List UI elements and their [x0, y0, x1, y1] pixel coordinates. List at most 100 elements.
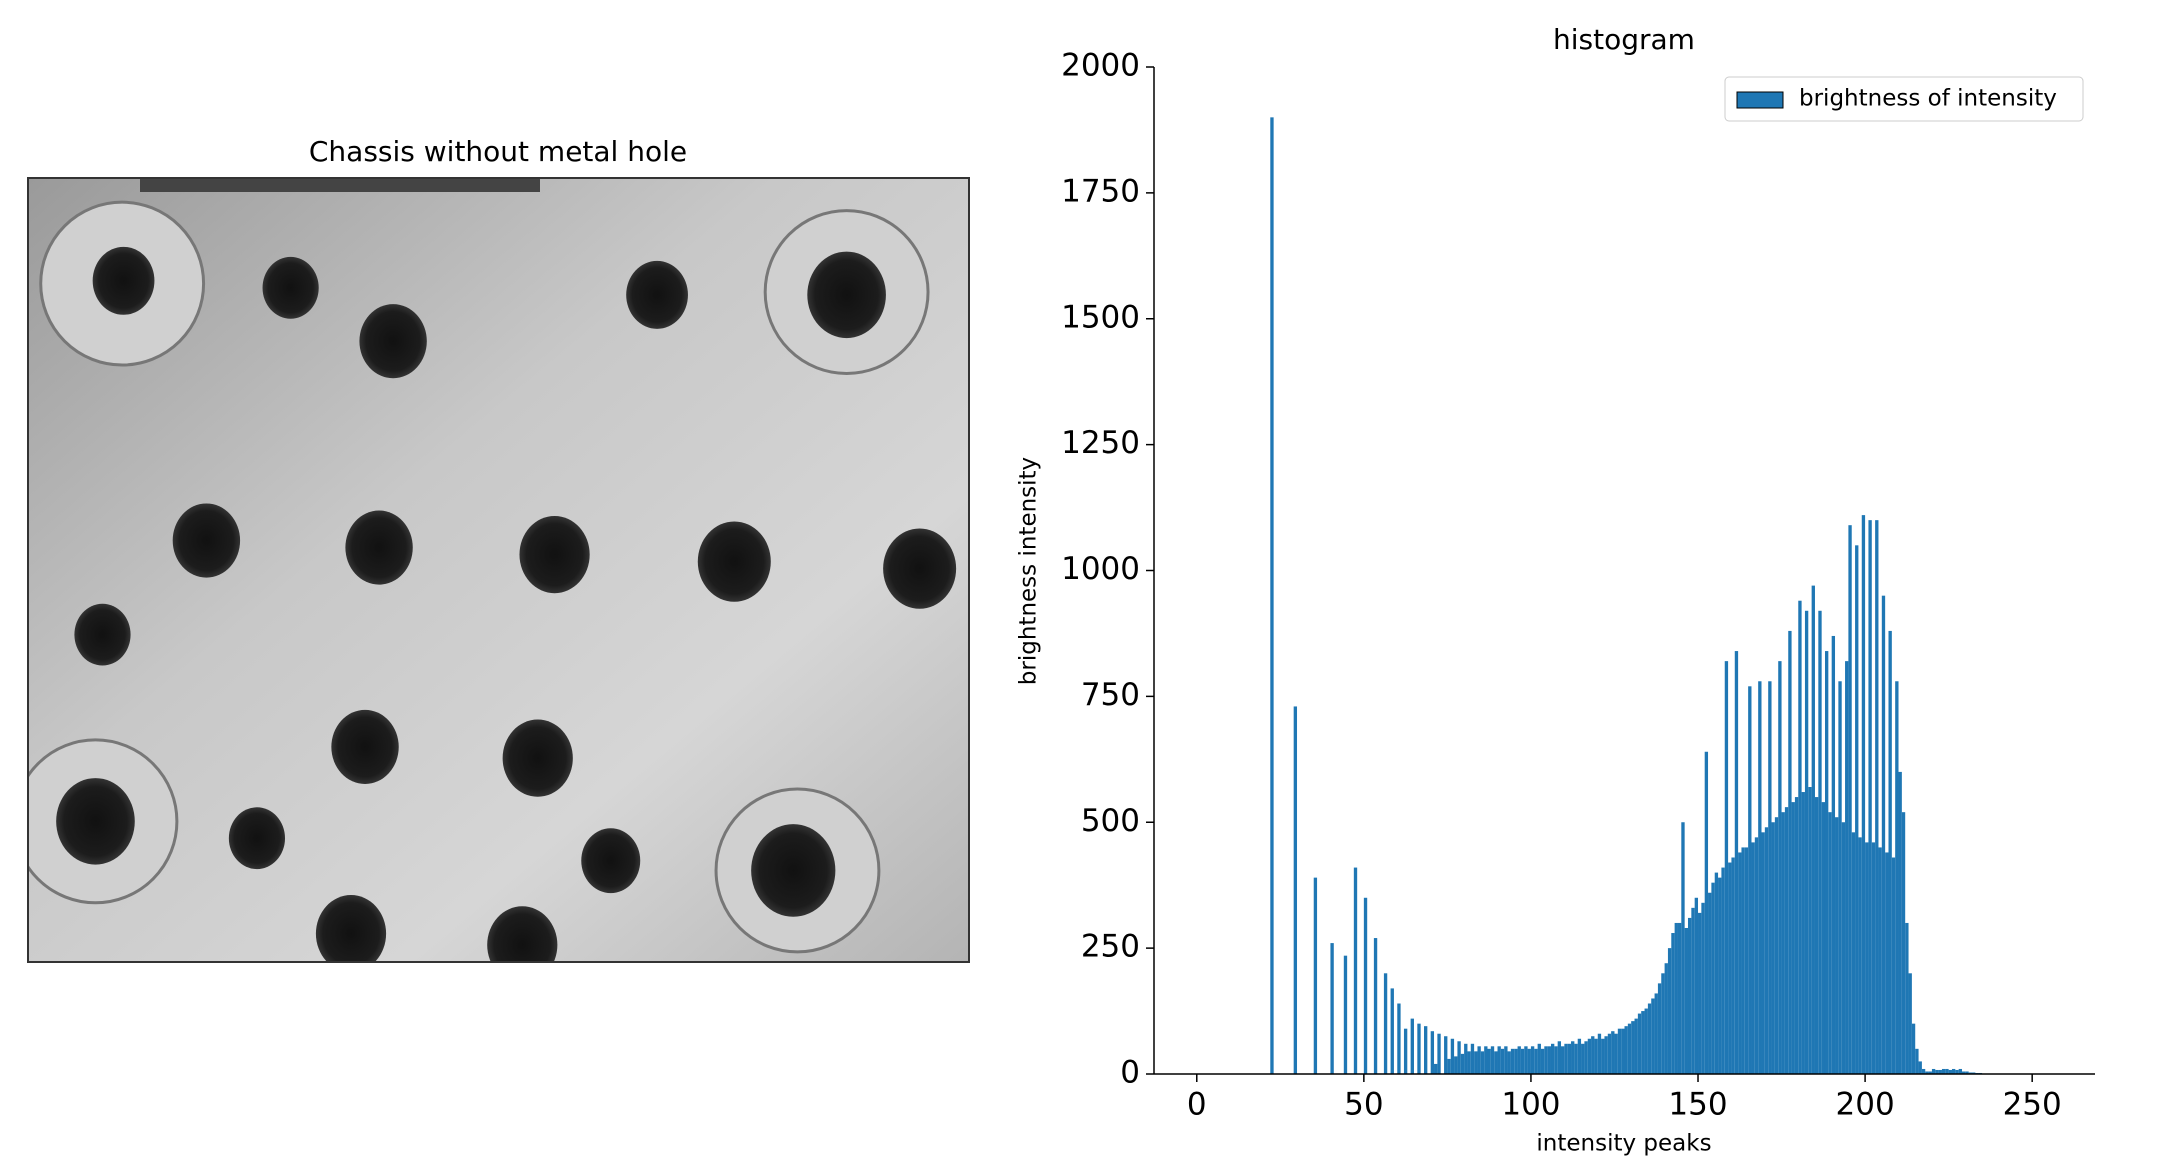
- x-tick-label: 250: [2003, 1087, 2062, 1123]
- bar: [1677, 922, 1682, 1074]
- bar: [1691, 907, 1695, 1074]
- bar: [1885, 852, 1889, 1074]
- bar: [1664, 963, 1668, 1074]
- hole: [92, 246, 155, 315]
- bar: [1581, 1043, 1585, 1074]
- bar: [1621, 1028, 1625, 1074]
- bar: [1627, 1023, 1632, 1074]
- hole: [487, 906, 558, 962]
- bar: [1938, 1069, 1942, 1074]
- hole: [519, 515, 590, 594]
- bar: [1731, 857, 1735, 1074]
- bar: [1881, 595, 1886, 1074]
- bar: [1467, 1051, 1471, 1074]
- bar: [1557, 1041, 1562, 1074]
- bar: [1898, 771, 1902, 1074]
- bar: [1571, 1041, 1575, 1074]
- y-tick-label: 500: [1081, 803, 1140, 839]
- photo: [28, 178, 969, 962]
- bar: [1464, 1043, 1468, 1074]
- bar: [1667, 948, 1672, 1074]
- bar: [1728, 862, 1732, 1074]
- bar: [1774, 817, 1779, 1074]
- bar: [1758, 681, 1762, 1074]
- bar: [1454, 1056, 1458, 1074]
- bar: [1547, 1046, 1551, 1074]
- bar: [1835, 817, 1839, 1074]
- y-tick-label: 1000: [1061, 551, 1140, 587]
- bar: [1480, 1051, 1485, 1074]
- hole: [228, 807, 286, 870]
- bar: [1484, 1046, 1488, 1074]
- bar: [1814, 797, 1819, 1074]
- chart-title: histogram: [1553, 23, 1695, 56]
- bar: [1811, 585, 1815, 1074]
- x-tick-label: 0: [1187, 1087, 1207, 1123]
- bar: [1584, 1041, 1588, 1074]
- bar: [1637, 1013, 1642, 1074]
- bar: [1808, 787, 1812, 1074]
- bar: [1928, 1071, 1932, 1074]
- bar: [1544, 1046, 1548, 1074]
- bar: [1567, 1043, 1572, 1074]
- bar: [1951, 1068, 1956, 1074]
- bar: [1968, 1072, 1973, 1074]
- bar: [1313, 877, 1318, 1074]
- bar: [1858, 837, 1862, 1074]
- bar: [1604, 1036, 1608, 1074]
- bar: [1470, 1043, 1475, 1074]
- bar: [1838, 681, 1842, 1074]
- bar: [1965, 1071, 1969, 1074]
- bar: [1845, 661, 1849, 1074]
- hole: [172, 503, 241, 578]
- bar: [1868, 520, 1872, 1074]
- bar: [1597, 1033, 1602, 1074]
- bar: [1901, 812, 1906, 1074]
- bar: [1477, 1046, 1481, 1074]
- bar: [1644, 1008, 1648, 1074]
- photo-frame: [27, 177, 970, 963]
- bar: [1794, 797, 1799, 1074]
- bar: [1925, 1071, 1929, 1074]
- bar: [1507, 1051, 1511, 1074]
- bar: [1417, 1023, 1421, 1074]
- bar: [1624, 1026, 1628, 1074]
- bar: [1661, 973, 1665, 1074]
- bar: [1744, 847, 1749, 1074]
- bar: [1714, 872, 1719, 1074]
- bar: [1778, 661, 1782, 1074]
- y-tick-label: 2000: [1061, 48, 1140, 84]
- hole: [345, 510, 413, 585]
- bar: [1741, 847, 1745, 1074]
- bar: [1647, 1003, 1652, 1074]
- hole: [883, 528, 957, 609]
- bar: [1591, 1036, 1595, 1074]
- bar: [1801, 792, 1805, 1074]
- bar: [1788, 630, 1792, 1074]
- legend-label: brightness of intensity: [1799, 86, 2057, 112]
- bar: [1761, 832, 1765, 1074]
- bar: [1824, 651, 1829, 1074]
- bar: [1403, 1028, 1408, 1074]
- bar: [1587, 1038, 1592, 1074]
- bar: [1818, 610, 1822, 1074]
- bar: [1524, 1046, 1528, 1074]
- bar: [1594, 1038, 1598, 1074]
- bar: [1948, 1069, 1952, 1074]
- bar: [1383, 973, 1388, 1074]
- bar: [1450, 1038, 1455, 1074]
- bar: [1430, 1031, 1435, 1074]
- bar: [1514, 1048, 1518, 1074]
- bar: [1444, 1036, 1448, 1074]
- hole: [807, 251, 886, 339]
- bar: [1871, 842, 1876, 1074]
- bar: [1921, 1068, 1926, 1074]
- bar: [1684, 927, 1688, 1074]
- bar: [1614, 1033, 1618, 1074]
- bar: [1474, 1051, 1478, 1074]
- bar: [1911, 1023, 1916, 1074]
- bar: [1634, 1018, 1638, 1074]
- bar: [1955, 1069, 1959, 1074]
- y-axis-label: brightness intensity: [1016, 457, 1042, 685]
- bar: [1517, 1046, 1521, 1074]
